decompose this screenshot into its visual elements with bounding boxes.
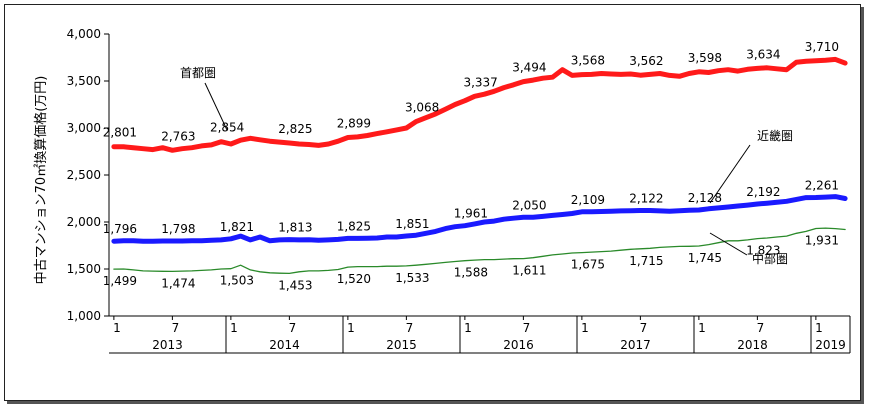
data-label: 1,499	[103, 274, 137, 288]
data-label: 1,851	[395, 217, 429, 231]
series-line-1	[111, 194, 848, 244]
y-tick-label: 4,000	[67, 27, 101, 41]
data-label: 2,128	[688, 191, 722, 205]
data-label: 1,715	[629, 254, 663, 268]
series-lines	[111, 56, 848, 275]
data-label: 1,823	[746, 244, 780, 258]
data-label: 2,050	[512, 198, 546, 212]
price-line-chart: 1,000 1,500 2,000 2,500 3,000 3,500 4,000 1 7 1 7 1…	[33, 27, 851, 354]
data-label: 1,798	[161, 222, 195, 236]
month-tick-label: 7	[172, 321, 180, 335]
data-label: 2,801	[103, 126, 137, 140]
month-tick-label: 1	[230, 321, 238, 335]
callout-line	[204, 82, 228, 131]
data-label: 2,192	[746, 185, 780, 199]
year-label: 2016	[503, 338, 534, 352]
data-label: 1,675	[571, 258, 605, 272]
data-label: 2,763	[161, 129, 195, 143]
data-label: 1,611	[512, 264, 546, 278]
year-label: 2015	[386, 338, 417, 352]
month-tick-label: 7	[757, 321, 765, 335]
y-tick-label: 1,000	[67, 309, 101, 323]
data-label: 1,503	[220, 274, 254, 288]
data-label: 3,634	[746, 47, 780, 61]
data-label: 1,821	[220, 220, 254, 234]
data-label: 1,588	[454, 266, 488, 280]
year-label: 2018	[737, 338, 768, 352]
y-tick-label: 1,500	[67, 262, 101, 276]
series-name-label: 首都圏	[180, 66, 216, 80]
month-tick-label: 1	[698, 321, 706, 335]
data-label: 2,899	[337, 116, 371, 130]
data-labels: 2,801 2,763 2,854 2,825 2,899 3,068 3,337 3,494…	[103, 40, 839, 293]
series-name-label: 中部圏	[752, 251, 788, 266]
data-label: 1,825	[337, 219, 371, 233]
data-label: 1,796	[103, 222, 137, 236]
axes: 1,000 1,500 2,000 2,500 3,000 3,500 4,000 1 7 1 7 1…	[67, 27, 851, 354]
month-tick-label: 7	[523, 321, 531, 335]
data-label: 2,122	[629, 192, 663, 206]
callout-line	[709, 144, 751, 204]
data-label: 1,453	[278, 278, 312, 292]
callout-line	[709, 232, 748, 256]
data-label: 1,533	[395, 271, 429, 285]
month-tick-label: 1	[581, 321, 589, 335]
data-label: 3,068	[405, 101, 439, 115]
data-label: 1,745	[688, 251, 722, 265]
data-label: 2,261	[805, 178, 839, 192]
data-label: 1,520	[337, 272, 371, 286]
y-tick-label: 3,500	[67, 74, 101, 88]
year-label: 2017	[620, 338, 651, 352]
y-tick-label: 2,000	[67, 215, 101, 229]
month-tick-label: 1	[464, 321, 472, 335]
month-tick-label: 1	[815, 321, 823, 335]
series-name-label: 近畿圏	[757, 129, 793, 143]
year-label: 2019	[815, 338, 846, 352]
data-label: 3,598	[688, 51, 722, 65]
series-line-2	[113, 227, 846, 275]
data-label: 3,337	[463, 75, 497, 89]
month-tick-label: 1	[347, 321, 355, 335]
data-label: 3,494	[512, 61, 546, 75]
y-tick-label: 2,500	[67, 168, 101, 182]
data-label: 2,854	[210, 121, 244, 135]
month-tick-label: 7	[640, 321, 648, 335]
data-label: 1,474	[161, 276, 195, 290]
chart-frame: 1,000 1,500 2,000 2,500 3,000 3,500 4,000 1 7 1 7 1…	[4, 4, 861, 401]
data-label: 3,562	[629, 54, 663, 68]
year-label: 2013	[152, 338, 183, 352]
y-tick-label: 3,000	[67, 121, 101, 135]
data-label: 2,825	[278, 122, 312, 136]
data-label: 1,931	[805, 233, 839, 247]
data-label: 3,568	[571, 54, 605, 68]
data-label: 1,813	[278, 221, 312, 235]
month-tick-label: 1	[113, 321, 121, 335]
y-axis-label: 中古マンション70㎡換算価格(万円)	[33, 76, 49, 285]
year-label: 2014	[269, 338, 300, 352]
data-label: 3,710	[805, 40, 839, 54]
month-tick-label: 7	[289, 321, 297, 335]
series-line-0	[111, 56, 848, 153]
month-tick-label: 7	[406, 321, 414, 335]
data-label: 2,109	[571, 193, 605, 207]
data-label: 1,961	[454, 207, 488, 221]
